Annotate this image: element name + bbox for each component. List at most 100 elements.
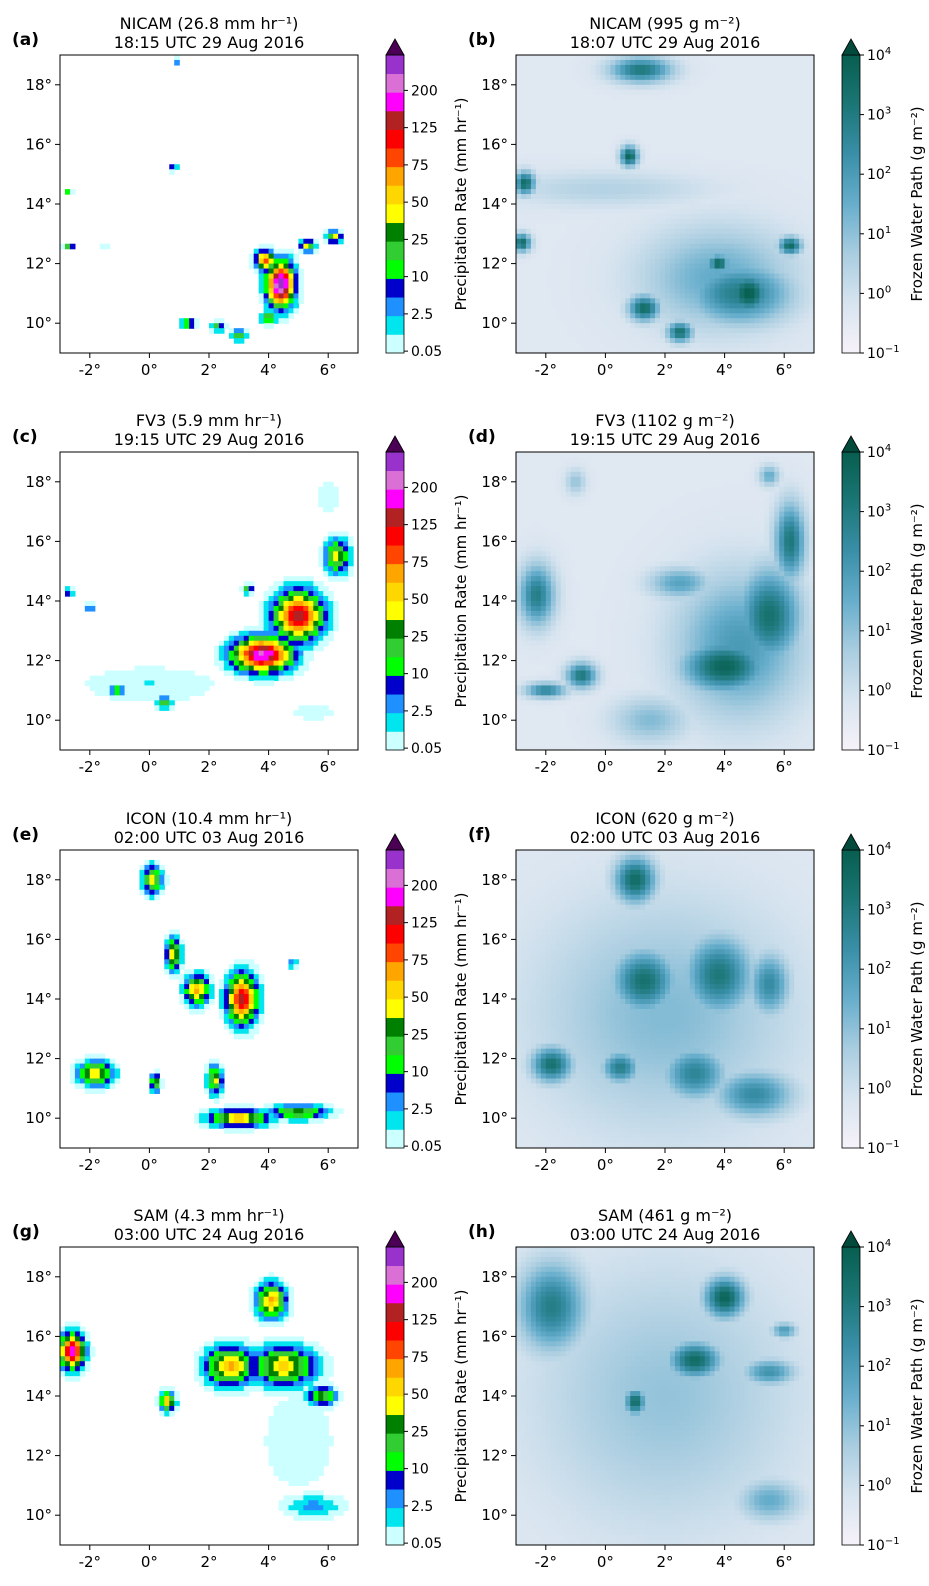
field-cell [238,333,245,339]
field-cell [635,179,641,185]
field-cell [590,466,597,473]
field-cell [600,169,606,175]
field-cell [799,333,805,339]
field-cell [779,134,785,141]
field-cell [689,94,696,101]
field-cell [699,179,706,185]
field-cell [650,84,656,91]
field-cell [699,343,706,349]
field-cell [625,169,631,175]
field-cell [799,263,805,270]
field-cell [184,695,190,701]
field-cell [655,343,661,349]
field-cell [660,119,666,126]
field-cell [545,154,552,160]
field-cell [179,670,185,677]
colorbar-tick-label: 50 [411,195,429,211]
field-cell [313,710,319,716]
field-cell [669,323,676,329]
field-cell [590,119,597,126]
field-cell [669,318,676,324]
field-cell [724,119,731,126]
field-cell [530,189,537,195]
field-cell [794,179,800,185]
field-cell [794,328,800,334]
field-cell [704,313,711,319]
field-cell [655,263,661,270]
field-cell [323,546,329,552]
field-cell [139,695,146,701]
field-cell [328,615,334,622]
field-cell [789,208,795,215]
field-cell [565,164,572,170]
panel-title-line2: 19:15 UTC 29 Aug 2016 [114,430,305,449]
field-cell [565,144,572,150]
field-cell [645,278,651,285]
field-cell [774,303,780,309]
field-cell [729,278,736,285]
field-cell [605,144,611,150]
field-cell [605,238,611,245]
field-cell [288,308,295,314]
field-cell [679,273,686,280]
field-cell [565,189,572,195]
field-cell [610,169,616,175]
field-cell [243,665,250,672]
field-cell [530,59,537,66]
field-cell [600,273,606,280]
field-cell [759,119,765,126]
field-cell [684,64,691,71]
field-cell [799,104,805,111]
field-cell [774,233,780,240]
x-tick-label: 6° [320,758,337,776]
field-cell [605,74,611,81]
field-cell [610,313,616,319]
field-cell [660,154,666,160]
field-cell [645,114,651,121]
field-cell [709,452,716,458]
field-cell [724,471,731,478]
field-cell [799,204,805,210]
field-cell [739,313,746,319]
field-cell [739,129,746,136]
field-cell [709,466,716,473]
field-cell [540,79,547,86]
field-cell [769,84,775,91]
field-cell [516,323,522,329]
field-cell [719,149,726,155]
field-cell [744,104,751,111]
field-cell [273,605,280,612]
field-cell [669,159,676,165]
field-cell [555,55,562,61]
field-cell [268,263,275,270]
field-cell [754,248,760,255]
field-cell [555,129,562,136]
field-cell [769,69,775,76]
field-cell [570,129,577,136]
field-cell [684,124,691,131]
field-cell [328,576,334,582]
field-cell [799,149,805,155]
field-cell [530,84,537,91]
field-cell [590,129,597,136]
field-cell [560,452,567,458]
field-cell [650,189,656,195]
field-cell [233,675,240,682]
field-cell [729,64,736,71]
field-cell [595,481,602,488]
field-cell [739,466,746,473]
field-cell [620,238,626,245]
field-cell [650,313,656,319]
field-cell [734,348,741,353]
field-cell [709,293,716,299]
field-cell [283,293,290,299]
field-cell [516,74,522,81]
field-cell [759,84,765,91]
field-cell [620,278,626,285]
y-tick-label: 12° [481,255,508,273]
field-cell [530,204,537,210]
field-cell [645,164,651,170]
field-cell [635,218,641,225]
field-cell [560,278,567,285]
field-cell [263,596,270,602]
